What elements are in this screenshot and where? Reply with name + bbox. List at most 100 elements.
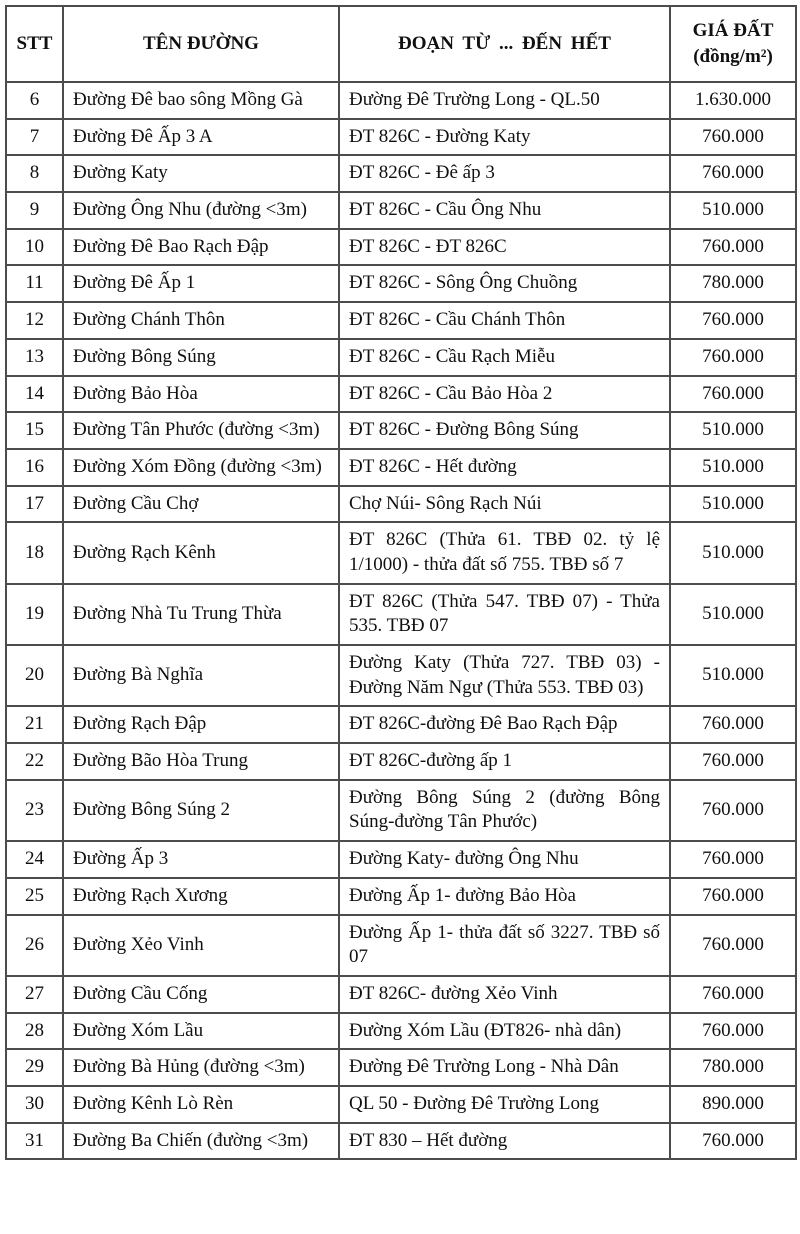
price-cell: 780.000 [669, 264, 797, 304]
section-cell: ĐT 830 – Hết đường [338, 1121, 671, 1161]
section-cell: ĐT 826C - Cầu Rạch Miễu [338, 337, 671, 377]
street-name-cell: Đường Nhà Tu Trung Thừa [62, 582, 340, 647]
section-cell: ĐT 826C - Hết đường [338, 447, 671, 487]
table-row: 10 Đường Đê Bao Rạch Đập ĐT 826C - ĐT 82… [5, 227, 797, 267]
header-stt: STT [5, 5, 64, 83]
header-land-price: GIÁ ĐẤT (đồng/m²) [669, 5, 797, 83]
table-row: 29 Đường Bà Hủng (đường <3m) Đường Đê Tr… [5, 1048, 797, 1087]
row-number-cell: 27 [5, 974, 64, 1014]
street-name-cell: Đường Bông Súng 2 [62, 778, 340, 843]
street-name-cell: Đường Cầu Chợ [62, 484, 340, 524]
price-cell: 760.000 [669, 1121, 797, 1161]
section-cell: ĐT 826C - Đường Bông Súng [338, 411, 671, 450]
section-cell: ĐT 826C - Cầu Bảo Hòa 2 [338, 374, 671, 414]
price-cell: 760.000 [669, 705, 797, 745]
row-number-cell: 28 [5, 1011, 64, 1051]
street-name-cell: Đường Đê Ấp 1 [62, 264, 340, 304]
row-number-cell: 25 [5, 876, 64, 916]
row-number-cell: 6 [5, 81, 64, 120]
section-cell: ĐT 826C-đường ấp 1 [338, 742, 671, 781]
street-name-cell: Đường Rạch Đập [62, 705, 340, 745]
row-number-cell: 18 [5, 521, 64, 585]
street-name-cell: Đường Đê Ấp 3 A [62, 117, 340, 157]
row-number-cell: 31 [5, 1121, 64, 1161]
price-cell: 760.000 [669, 301, 797, 340]
header-section: ĐOẠN TỪ ... ĐẾN HẾT [338, 5, 671, 83]
header-street-name: TÊN ĐƯỜNG [62, 5, 340, 83]
table-row: 19 Đường Nhà Tu Trung Thừa ĐT 826C (Thửa… [5, 582, 797, 647]
price-cell: 760.000 [669, 840, 797, 879]
row-number-cell: 30 [5, 1084, 64, 1124]
section-cell: Đường Katy- đường Ông Nhu [338, 840, 671, 879]
row-number-cell: 20 [5, 643, 64, 708]
table-row: 8 Đường Katy ĐT 826C - Đê ấp 3 760.000 [5, 154, 797, 194]
street-name-cell: Đường Bảo Hòa [62, 374, 340, 414]
table-row: 30 Đường Kênh Lò Rèn QL 50 - Đường Đê Tr… [5, 1084, 797, 1124]
section-cell: ĐT 826C - Đê ấp 3 [338, 154, 671, 194]
row-number-cell: 21 [5, 705, 64, 745]
street-name-cell: Đường Đê Bao Rạch Đập [62, 227, 340, 267]
street-name-cell: Đường Ba Chiến (đường <3m) [62, 1121, 340, 1161]
street-name-cell: Đường Bão Hòa Trung [62, 742, 340, 781]
street-name-cell: Đường Tân Phước (đường <3m) [62, 411, 340, 450]
section-cell: Đường Xóm Lầu (ĐT826- nhà dân) [338, 1011, 671, 1051]
table-row: 18 Đường Rạch Kênh ĐT 826C (Thửa 61. TBĐ… [5, 521, 797, 585]
row-number-cell: 17 [5, 484, 64, 524]
section-cell: ĐT 826C - Đường Katy [338, 117, 671, 157]
section-cell: ĐT 826C (Thửa 61. TBĐ 02. tỷ lệ 1/1000) … [338, 521, 671, 585]
section-cell: ĐT 826C - Cầu Chánh Thôn [338, 301, 671, 340]
table-row: 22 Đường Bão Hòa Trung ĐT 826C-đường ấp … [5, 742, 797, 781]
street-name-cell: Đường Ông Nhu (đường <3m) [62, 191, 340, 230]
header-land-price-line2: (đồng/m²) [693, 46, 773, 67]
table-row: 14 Đường Bảo Hòa ĐT 826C - Cầu Bảo Hòa 2… [5, 374, 797, 414]
header-land-price-line1: GIÁ ĐẤT [692, 20, 774, 42]
table-row: 7 Đường Đê Ấp 3 A ĐT 826C - Đường Katy 7… [5, 117, 797, 157]
row-number-cell: 7 [5, 117, 64, 157]
price-cell: 510.000 [669, 582, 797, 647]
section-cell: ĐT 826C - Sông Ông Chuồng [338, 264, 671, 304]
street-name-cell: Đường Xẻo Vinh [62, 913, 340, 977]
price-cell: 510.000 [669, 484, 797, 524]
street-name-cell: Đường Ấp 3 [62, 840, 340, 879]
section-cell: ĐT 826C (Thửa 547. TBĐ 07) - Thửa 535. T… [338, 582, 671, 647]
street-name-cell: Đường Xóm Đồng (đường <3m) [62, 447, 340, 487]
section-cell: ĐT 826C - ĐT 826C [338, 227, 671, 267]
row-number-cell: 23 [5, 778, 64, 843]
row-number-cell: 8 [5, 154, 64, 194]
street-name-cell: Đường Cầu Cống [62, 974, 340, 1014]
street-name-cell: Đường Xóm Lầu [62, 1011, 340, 1051]
section-cell: ĐT 826C- đường Xẻo Vinh [338, 974, 671, 1014]
table-row: 26 Đường Xẻo Vinh Đường Ấp 1- thửa đất s… [5, 913, 797, 977]
row-number-cell: 22 [5, 742, 64, 781]
section-cell: QL 50 - Đường Đê Trường Long [338, 1084, 671, 1124]
section-cell: ĐT 826C-đường Đê Bao Rạch Đập [338, 705, 671, 745]
price-cell: 760.000 [669, 974, 797, 1014]
section-cell: Đường Katy (Thửa 727. TBĐ 03) - Đường Nă… [338, 643, 671, 708]
table-row: 13 Đường Bông Súng ĐT 826C - Cầu Rạch Mi… [5, 337, 797, 377]
table-row: 15 Đường Tân Phước (đường <3m) ĐT 826C -… [5, 411, 797, 450]
table-row: 31 Đường Ba Chiến (đường <3m) ĐT 830 – H… [5, 1121, 797, 1161]
row-number-cell: 12 [5, 301, 64, 340]
row-number-cell: 19 [5, 582, 64, 647]
table-row: 25 Đường Rạch Xương Đường Ấp 1- đường Bả… [5, 876, 797, 916]
row-number-cell: 29 [5, 1048, 64, 1087]
row-number-cell: 24 [5, 840, 64, 879]
section-cell: Chợ Núi- Sông Rạch Núi [338, 484, 671, 524]
table-row: 17 Đường Cầu Chợ Chợ Núi- Sông Rạch Núi … [5, 484, 797, 524]
table-row: 21 Đường Rạch Đập ĐT 826C-đường Đê Bao R… [5, 705, 797, 745]
section-cell: Đường Ấp 1- đường Bảo Hòa [338, 876, 671, 916]
table-row: 16 Đường Xóm Đồng (đường <3m) ĐT 826C - … [5, 447, 797, 487]
street-name-cell: Đường Rạch Xương [62, 876, 340, 916]
row-number-cell: 16 [5, 447, 64, 487]
table-header: STT TÊN ĐƯỜNG ĐOẠN TỪ ... ĐẾN HẾT GIÁ ĐẤ… [5, 5, 797, 83]
price-cell: 760.000 [669, 117, 797, 157]
price-cell: 890.000 [669, 1084, 797, 1124]
table-row: 27 Đường Cầu Cống ĐT 826C- đường Xẻo Vin… [5, 974, 797, 1014]
table-body: 6 Đường Đê bao sông Mồng Gà Đường Đê Trư… [5, 81, 797, 1161]
header-row: STT TÊN ĐƯỜNG ĐOẠN TỪ ... ĐẾN HẾT GIÁ ĐẤ… [5, 5, 797, 83]
price-cell: 760.000 [669, 778, 797, 843]
row-number-cell: 26 [5, 913, 64, 977]
price-cell: 1.630.000 [669, 81, 797, 120]
table-row: 9 Đường Ông Nhu (đường <3m) ĐT 826C - Cầ… [5, 191, 797, 230]
price-cell: 510.000 [669, 447, 797, 487]
